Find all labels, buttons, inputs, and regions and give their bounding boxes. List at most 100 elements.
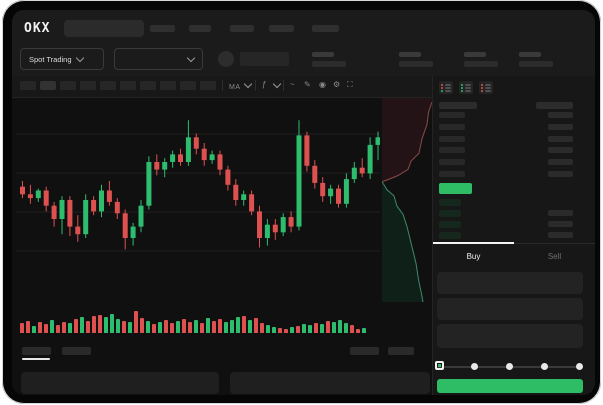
chart-toolbar: MA ƒ ~ ✎ ◉ ⚙ ⛶ [12, 76, 432, 98]
volume-bar [188, 322, 192, 333]
okx-logo[interactable]: OKX [24, 21, 51, 36]
market-type-label: Spot Trading [29, 54, 72, 64]
volume-bar [140, 318, 144, 333]
volume-bar [74, 319, 78, 333]
volume-bar [296, 326, 300, 333]
volume-bar [152, 324, 156, 333]
buy-button[interactable] [437, 379, 583, 393]
timeframe-button[interactable] [140, 81, 156, 90]
volume-bar [26, 321, 30, 333]
camera-snapshot-icon[interactable]: ◉ [319, 80, 326, 89]
volume-bar [116, 319, 120, 333]
slider-handle[interactable] [435, 361, 444, 370]
buy-sell-tabs: Buy Sell [433, 242, 595, 268]
fullscreen-expand-icon[interactable]: ⛶ [347, 80, 353, 89]
orderbook-layout-bids-icon[interactable] [459, 81, 473, 94]
volume-bar [176, 321, 180, 333]
chevron-down-icon[interactable] [272, 79, 282, 89]
volume-bar [338, 320, 342, 333]
timeframe-button[interactable] [120, 81, 136, 90]
chevron-down-icon [186, 53, 196, 62]
pair-dropdown[interactable] [114, 48, 203, 70]
price-input[interactable] [437, 272, 583, 294]
last-price-badge[interactable] [439, 183, 472, 194]
volume-bar [248, 320, 252, 333]
slider-25-dot[interactable] [471, 363, 478, 370]
market-type-dropdown[interactable]: Spot Trading [20, 48, 104, 70]
chevron-down-icon[interactable] [243, 79, 253, 89]
volume-bar [278, 328, 282, 333]
volume-bar [20, 323, 24, 333]
volume-bar [128, 322, 132, 333]
slider-50-dot[interactable] [506, 363, 513, 370]
last-price-placeholder [240, 52, 289, 66]
timeframe-button[interactable] [100, 81, 116, 90]
volume-bar [158, 322, 162, 333]
tab-buy[interactable]: Buy [433, 242, 514, 268]
chart-footer-tab[interactable] [62, 347, 91, 355]
volume-bar [242, 316, 246, 333]
volume-bar [170, 323, 174, 333]
volume-bar [68, 323, 72, 333]
bottom-panel [230, 372, 430, 394]
nav-item[interactable] [150, 25, 175, 32]
nav-item[interactable] [269, 25, 294, 32]
volume-bar [182, 319, 186, 333]
bottom-panel [21, 372, 219, 394]
draw-pencil-icon[interactable]: ✎ [304, 80, 311, 89]
amount-input[interactable] [437, 298, 583, 320]
chart-footer-tab[interactable] [388, 347, 414, 355]
timeframe-button[interactable] [80, 81, 96, 90]
volume-bars [20, 307, 372, 333]
nav-item[interactable] [230, 25, 254, 32]
volume-bar [212, 321, 216, 333]
toolbar-divider [255, 80, 256, 91]
chart-footer-tab-active[interactable] [22, 347, 51, 355]
volume-bar [332, 322, 336, 333]
volume-bar [362, 328, 366, 333]
slider-75-dot[interactable] [541, 363, 548, 370]
volume-bar [314, 323, 318, 333]
volume-bar [260, 323, 264, 333]
volume-bar [92, 316, 96, 333]
timeframe-button-active[interactable] [40, 81, 56, 90]
orderbook-layout-both-icon[interactable] [439, 81, 453, 94]
indicator-icon[interactable]: ƒ [262, 80, 267, 89]
volume-bar [122, 321, 126, 333]
volume-bar [56, 325, 60, 333]
volume-bar [164, 320, 168, 333]
volume-bar [194, 320, 198, 333]
volume-bar [290, 327, 294, 333]
toolbar-divider [283, 80, 284, 91]
volume-bar [308, 325, 312, 333]
timeframe-button[interactable] [180, 81, 196, 90]
volume-bar [86, 321, 90, 333]
volume-bar [146, 321, 150, 333]
volume-bar [356, 329, 360, 333]
volume-bar [44, 324, 48, 333]
volume-bar [206, 318, 210, 333]
settings-gear-icon[interactable]: ⚙ [333, 80, 341, 89]
slider-100-dot[interactable] [576, 363, 583, 370]
timeframe-button[interactable] [60, 81, 76, 90]
nav-item[interactable] [189, 25, 211, 32]
volume-bar [350, 325, 354, 333]
volume-bar [344, 323, 348, 333]
chart-footer-tab[interactable] [350, 347, 379, 355]
nav-item[interactable] [312, 25, 339, 32]
search-input[interactable] [64, 20, 144, 37]
chart-region [12, 98, 432, 395]
toolbar-divider [222, 80, 223, 91]
app-window: OKX Spot Trading [12, 10, 595, 395]
line-style-icon[interactable]: ~ [290, 80, 295, 89]
orderbook-layout-asks-icon[interactable] [479, 81, 493, 94]
timeframe-button[interactable] [200, 81, 216, 90]
total-input[interactable] [437, 324, 583, 348]
tab-sell[interactable]: Sell [547, 251, 562, 261]
volume-bar [230, 320, 234, 333]
timeframe-button[interactable] [160, 81, 176, 90]
timeframe-button[interactable] [20, 81, 36, 90]
volume-bar [236, 317, 240, 333]
volume-bar [218, 319, 222, 333]
ma-indicator-label[interactable]: MA [229, 84, 241, 91]
